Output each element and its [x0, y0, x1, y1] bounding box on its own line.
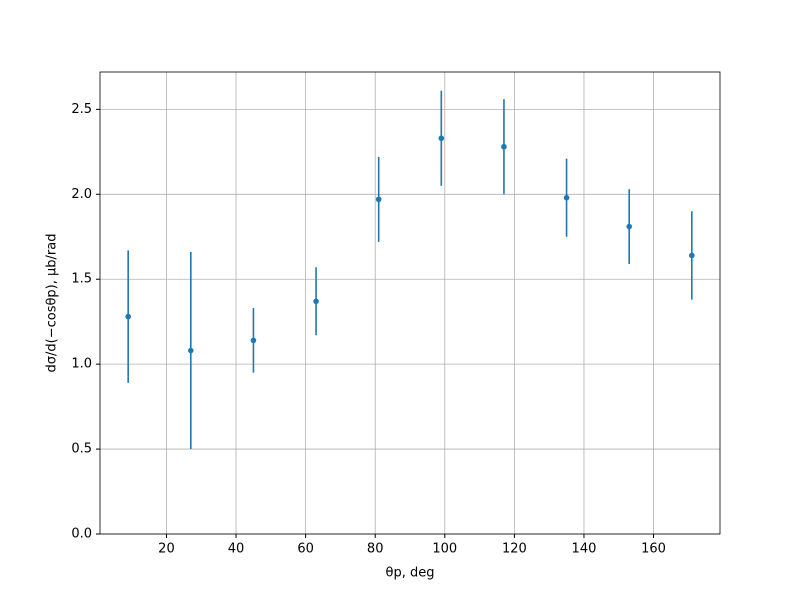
data-point: [689, 252, 695, 259]
axes-frame: [99, 71, 721, 535]
x-axis-label: θp, deg: [386, 566, 435, 581]
x-tick-label: 160: [641, 542, 666, 557]
data-point: [563, 194, 570, 201]
data-point: [501, 143, 507, 150]
data-point: [125, 313, 131, 320]
x-tick-label: 20: [158, 542, 175, 557]
y-axis-label: dσ/d(−cosθp), μb/rad: [45, 234, 60, 373]
data-point: [250, 337, 257, 344]
data-point: [438, 135, 445, 142]
x-tick-label: 100: [432, 542, 457, 557]
plot-area: [100, 72, 720, 535]
data-point: [375, 196, 382, 203]
y-tick-label: 2.5: [71, 102, 92, 117]
x-tick-label: 60: [297, 542, 314, 557]
x-tick-label: 140: [572, 542, 597, 557]
x-tick-label: 40: [228, 542, 245, 557]
data-point: [626, 223, 632, 230]
x-tick-label: 120: [502, 542, 527, 557]
data-point: [188, 347, 194, 354]
y-tick-label: 0.0: [71, 527, 92, 542]
y-tick-label: 1.0: [71, 357, 92, 372]
y-tick-label: 2.0: [71, 187, 92, 202]
x-tick-label: 80: [367, 542, 384, 557]
y-tick-label: 0.5: [71, 442, 92, 457]
data-point: [313, 298, 319, 305]
y-tick-label: 1.5: [71, 272, 92, 287]
